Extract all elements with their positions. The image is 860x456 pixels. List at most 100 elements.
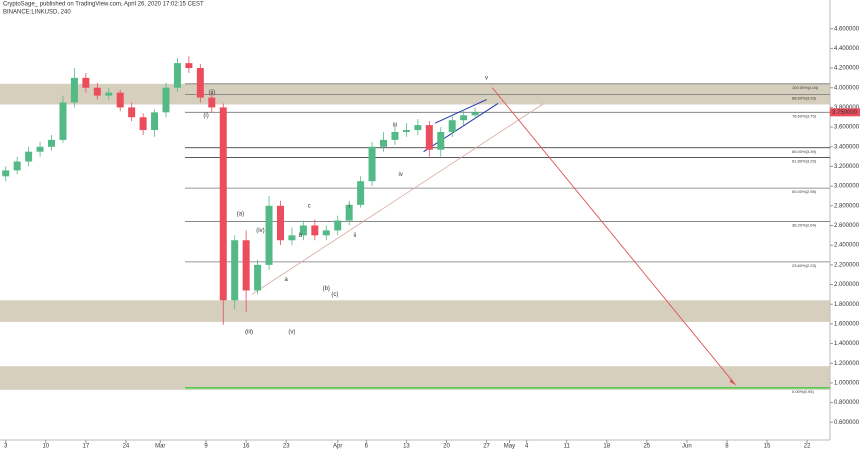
y-tick-label: 4.000000	[834, 85, 860, 91]
wave-label: v	[485, 75, 488, 81]
wave-label: ii	[354, 233, 357, 239]
candle-body	[48, 139, 56, 147]
x-tick-label: May	[504, 444, 515, 450]
arrow-line	[491, 87, 736, 386]
wave-label: (ii)	[208, 90, 215, 96]
candle-body	[357, 181, 365, 205]
y-tick-label: 1.200000	[834, 361, 860, 367]
fib-label: 38.20%(2.64)	[792, 223, 817, 228]
y-tick-label: 2.400000	[834, 243, 860, 249]
wave-label: iii	[393, 123, 397, 129]
y-tick-label: 2.800000	[834, 203, 860, 209]
candle-body	[368, 146, 376, 182]
x-tick-label: Jun	[682, 444, 692, 450]
y-tick-label: 4.200000	[834, 66, 860, 72]
y-tick-label: 1.600000	[834, 321, 860, 327]
y-tick-label: 1.800000	[834, 302, 860, 308]
candle-body	[59, 102, 67, 140]
support-line	[251, 103, 545, 295]
candle-body	[70, 77, 78, 103]
candle-body	[231, 240, 239, 301]
candle-body	[299, 225, 307, 236]
candle-body	[334, 220, 342, 231]
candle-body	[437, 132, 445, 150]
candle-body	[288, 235, 296, 241]
y-tick-label: 0.800000	[834, 400, 860, 406]
x-tick-label: 16	[243, 444, 250, 450]
candle-body	[391, 132, 399, 140]
wave-label: (v)	[288, 329, 295, 335]
x-tick-label: 23	[283, 444, 290, 450]
y-tick-label: 4.600000	[834, 26, 860, 32]
wave-label: (iii)	[245, 329, 253, 335]
zone	[0, 366, 830, 390]
x-tick-label: 25	[643, 444, 650, 450]
fib-label: 100.00%(4.04)	[792, 85, 819, 90]
y-tick-label: 0.600000	[834, 420, 860, 426]
y-tick-label: 1.400000	[834, 341, 860, 347]
y-tick-label: 4.400000	[834, 46, 860, 52]
y-tick-label: 2.600000	[834, 223, 860, 229]
x-tick-label: 22	[804, 444, 811, 450]
candle-body	[460, 115, 468, 121]
wedge-line	[434, 99, 487, 124]
wave-label: b	[299, 233, 303, 239]
y-tick-label: 3.200000	[834, 164, 860, 170]
fib-label: 23.60%(2.23)	[792, 263, 817, 268]
wave-label: (c)	[331, 292, 338, 298]
x-tick-label: 9	[204, 444, 208, 450]
candle-body	[162, 87, 170, 113]
candle-body	[105, 92, 113, 96]
fib-label: 61.80%(3.29)	[792, 159, 817, 164]
x-tick-label: 8	[725, 444, 729, 450]
last-price-box	[830, 108, 860, 117]
candle-body	[322, 230, 330, 236]
candle-body	[116, 92, 124, 108]
candle-body	[311, 225, 319, 236]
candle-body	[254, 264, 262, 291]
fib-label: 78.60%(3.75)	[792, 113, 817, 118]
candle-body	[196, 68, 204, 98]
wave-label: c	[308, 203, 311, 209]
candle-body	[13, 161, 21, 171]
y-tick-label: 3.400000	[834, 144, 860, 150]
wave-label: iv	[399, 172, 403, 178]
candle-body	[276, 205, 284, 241]
candle-body	[185, 63, 193, 69]
last-price-label: 3.750000	[832, 110, 858, 116]
y-tick-label: 1.000000	[834, 381, 860, 387]
x-tick-label: 11	[564, 444, 571, 450]
x-tick-label: 6	[365, 444, 369, 450]
x-tick-label: Apr	[333, 444, 342, 450]
y-tick-label: 3.000000	[834, 184, 860, 190]
candle-body	[2, 170, 10, 177]
y-tick-label: 2.000000	[834, 282, 860, 288]
zone	[0, 300, 830, 322]
wave-label: (iv)	[256, 228, 264, 234]
y-tick-label: 2.200000	[834, 262, 860, 268]
x-tick-label: 17	[83, 444, 90, 450]
wave-label: i	[349, 203, 350, 209]
candle-body	[25, 151, 33, 162]
candle-body	[208, 97, 216, 108]
chart-subtitle: BINANCE:LINKUSD, 240	[3, 10, 71, 16]
x-tick-label: 24	[123, 444, 130, 450]
arrow-head	[729, 378, 736, 385]
wave-label: a	[285, 277, 289, 283]
wedge-line	[423, 103, 499, 153]
zone	[0, 83, 830, 105]
candle-body	[265, 205, 273, 265]
y-tick-label: 3.600000	[834, 125, 860, 131]
candle-body	[414, 125, 422, 131]
candle-body	[128, 107, 136, 118]
fib-label: 50.00%(2.98)	[792, 189, 817, 194]
candle-body	[380, 139, 388, 147]
fib-label: 65.00%(3.39)	[792, 149, 817, 154]
x-tick-label: 13	[403, 444, 410, 450]
x-tick-label: 10	[42, 444, 49, 450]
candle-body	[139, 117, 147, 131]
chart-title: CryptoSage_ published on TradingView.com…	[3, 2, 204, 8]
candle-body	[402, 130, 410, 133]
wave-label: (b)	[323, 286, 330, 292]
